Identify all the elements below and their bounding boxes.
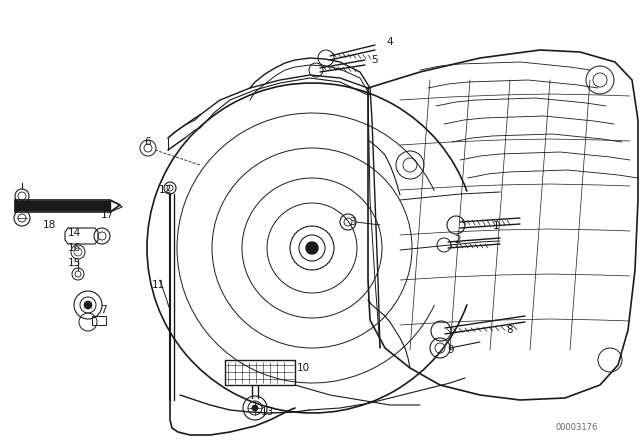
Text: 00003176: 00003176 xyxy=(556,423,598,432)
Text: 9: 9 xyxy=(448,345,454,355)
Text: 15: 15 xyxy=(67,258,81,268)
Text: 13: 13 xyxy=(260,407,274,417)
Text: 3: 3 xyxy=(349,217,355,227)
Text: 2: 2 xyxy=(454,235,461,245)
Text: 4: 4 xyxy=(387,37,394,47)
Text: 19: 19 xyxy=(42,202,56,212)
Text: 11: 11 xyxy=(152,280,164,290)
Text: 14: 14 xyxy=(67,228,81,238)
Circle shape xyxy=(252,405,258,411)
Text: 10: 10 xyxy=(296,363,310,373)
Circle shape xyxy=(84,301,92,309)
Bar xyxy=(15,201,110,210)
Text: 16: 16 xyxy=(67,243,81,253)
Text: 1: 1 xyxy=(493,221,499,231)
Text: 17: 17 xyxy=(100,210,114,220)
Text: 8: 8 xyxy=(507,325,513,335)
Text: 6: 6 xyxy=(145,137,151,147)
Text: 12: 12 xyxy=(158,185,172,195)
Circle shape xyxy=(306,242,318,254)
Text: 5: 5 xyxy=(372,55,378,65)
Text: 18: 18 xyxy=(42,220,56,230)
Text: 7: 7 xyxy=(100,305,106,315)
